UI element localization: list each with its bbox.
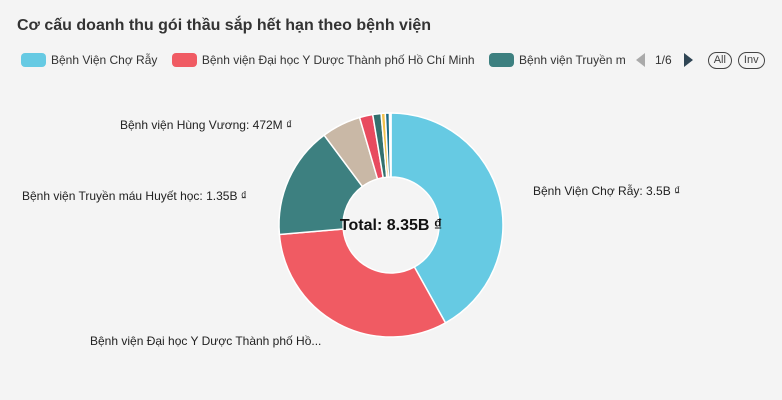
legend-item-dai-hoc-y-duoc[interactable]: Bệnh viện Đại học Y Dược Thành phố Hồ Ch… [171, 50, 475, 70]
leader-line [329, 116, 341, 125]
donut-slice[interactable] [390, 112, 504, 324]
legend-swatch [171, 53, 197, 67]
chevron-right-icon[interactable] [683, 53, 693, 67]
leader-line [326, 324, 339, 333]
legend-swatch [489, 53, 515, 67]
slice-label: Bệnh viện Truyền máu Huyết học: 1.35B ₫ [22, 189, 247, 203]
donut-slice[interactable] [388, 112, 392, 178]
slice-label: Bệnh Viện Chợ Rẫy: 3.5B ₫ [533, 183, 680, 198]
legend-pager: 1/6 All Inv [636, 49, 771, 71]
total-label: Total: 8.35B ₫ [340, 217, 442, 234]
legend-all-button[interactable]: All [707, 51, 732, 69]
donut-slices [278, 112, 504, 338]
leader-line [499, 194, 529, 197]
slice-labels: Bệnh Viện Chợ Rẫy: 3.5B ₫ Bệnh viện Đại h… [22, 118, 680, 348]
legend-label: Bệnh viện Đại học Y Dược Thành phố Hồ Ch… [201, 53, 475, 67]
legend-page-indicator: 1/6 [655, 53, 672, 67]
legend-label: Bệnh viện Truyền máu Huyết học [519, 53, 626, 67]
legend-label: Bệnh Viện Chợ Rẫy [51, 53, 158, 67]
legend-inverse-button[interactable]: Inv [737, 51, 765, 69]
slice-label: Bệnh viện Hùng Vương: 472M ₫ [120, 118, 292, 132]
legend: Bệnh Viện Chợ Rẫy Bệnh viện Đại học Y Dư… [21, 50, 626, 70]
donut-slice[interactable] [278, 228, 447, 338]
chart-title: Cơ cấu doanh thu gói thầu sắp hết hạn th… [17, 17, 432, 34]
legend-item-cho-ray[interactable]: Bệnh Viện Chợ Rẫy [21, 50, 157, 70]
legend-item-truyen-mau[interactable]: Bệnh viện Truyền máu Huyết học [489, 50, 626, 70]
legend-swatch [21, 53, 46, 67]
leader-line [272, 175, 289, 179]
chevron-left-icon[interactable] [636, 53, 645, 67]
slice-label: Bệnh viện Đại học Y Dược Thành phố Hồ... [90, 334, 321, 348]
